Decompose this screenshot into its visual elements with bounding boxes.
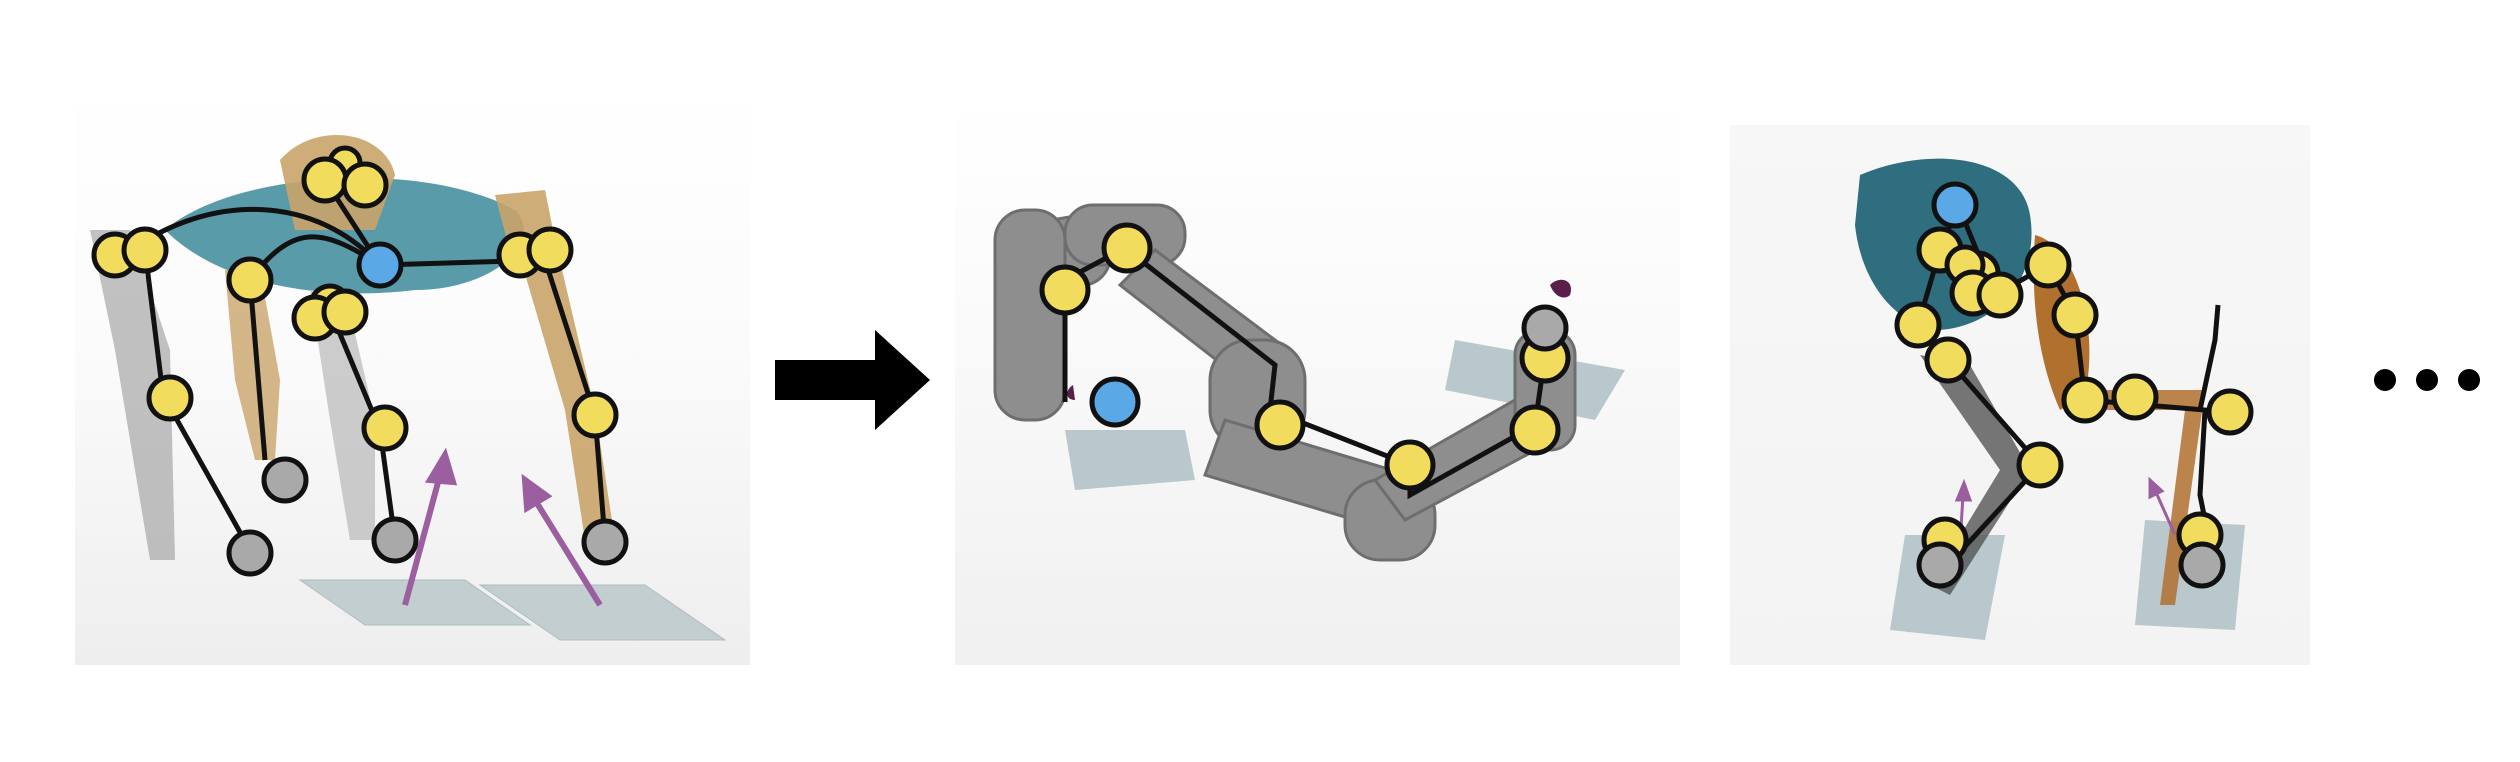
joint-node: [2111, 373, 2159, 421]
joint-node: [146, 374, 194, 422]
contact-plate: [1065, 430, 1195, 490]
root-node: [356, 241, 404, 289]
joint-node: [361, 404, 409, 452]
robot-leg: [310, 290, 375, 540]
joint-node: [341, 161, 389, 209]
end-effector-node: [1916, 541, 1964, 589]
joint-node: [2051, 291, 2099, 339]
contact-plate: [478, 584, 727, 641]
joint-node: [121, 226, 169, 274]
biped-panel: [1730, 125, 2310, 665]
joint-node: [2206, 388, 2254, 436]
root-node: [1931, 181, 1979, 229]
joint-node: [1039, 264, 1091, 316]
force-arrow: [521, 473, 603, 607]
root-node: [1089, 376, 1141, 428]
joint-nodes: [1039, 222, 1571, 491]
end-effector-node: [581, 518, 629, 566]
robot-leg: [515, 240, 615, 540]
robot-leg: [2060, 390, 2205, 605]
end-effector-node: [261, 456, 309, 504]
joint-node: [1976, 271, 2024, 319]
joint-node: [1924, 336, 1972, 384]
robot-leg: [225, 270, 280, 460]
joint-node: [526, 226, 574, 274]
quadruped-graph: [90, 134, 727, 641]
right-arrow-icon: [775, 330, 935, 435]
end-effector-node: [371, 516, 419, 564]
end-effector-node: [226, 529, 274, 577]
manipulator-arm-panel: [955, 100, 1680, 665]
biped-graph: [1855, 158, 2254, 640]
joint-node: [2016, 441, 2064, 489]
joint-node: [1384, 439, 1436, 491]
joint-node: [321, 288, 369, 336]
joint-node: [1894, 301, 1942, 349]
joint-nodes: [1894, 181, 2254, 589]
joint-node: [226, 256, 274, 304]
joint-node: [1101, 222, 1153, 274]
end-effector-node: [2178, 541, 2226, 589]
end-effector-tip: [1550, 279, 1571, 298]
joint-node: [1509, 404, 1561, 456]
joint-node: [2061, 376, 2109, 424]
joint-nodes: [91, 145, 629, 577]
joint-node: [2024, 241, 2072, 289]
ellipsis-icon: [2370, 360, 2485, 405]
joint-node: [1254, 399, 1306, 451]
robot-leg: [1920, 355, 2030, 595]
quadruped-panel: [75, 80, 750, 665]
force-arrow: [2148, 476, 2177, 536]
joint-node: [571, 391, 619, 439]
base-marker: [1067, 385, 1075, 400]
manipulator-arm-graph: [993, 203, 1625, 562]
joint-node: [301, 156, 349, 204]
end-effector-node: [1521, 304, 1569, 352]
force-arrow: [402, 447, 458, 606]
